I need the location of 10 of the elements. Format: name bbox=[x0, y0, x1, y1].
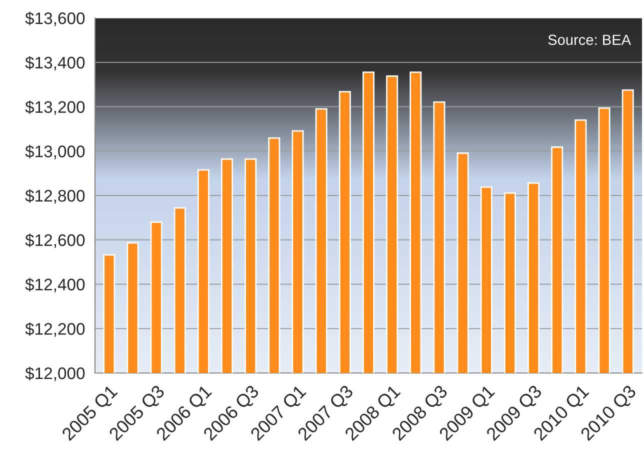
y-tick-label: $13,600 bbox=[25, 12, 85, 26]
y-tick-label: $12,000 bbox=[25, 366, 85, 382]
y-tick-label: $12,800 bbox=[25, 189, 85, 204]
y-tick-label: $13,000 bbox=[25, 144, 85, 160]
annotation: Source: BEA bbox=[548, 34, 632, 45]
y-tick-label: $12,200 bbox=[25, 322, 85, 337]
y-tick-label: $12,400 bbox=[25, 278, 85, 292]
y-tick-label: $12,600 bbox=[25, 234, 85, 248]
y-tick-label: $13,200 bbox=[25, 100, 85, 115]
y-tick-label: $13,400 bbox=[25, 56, 85, 71]
